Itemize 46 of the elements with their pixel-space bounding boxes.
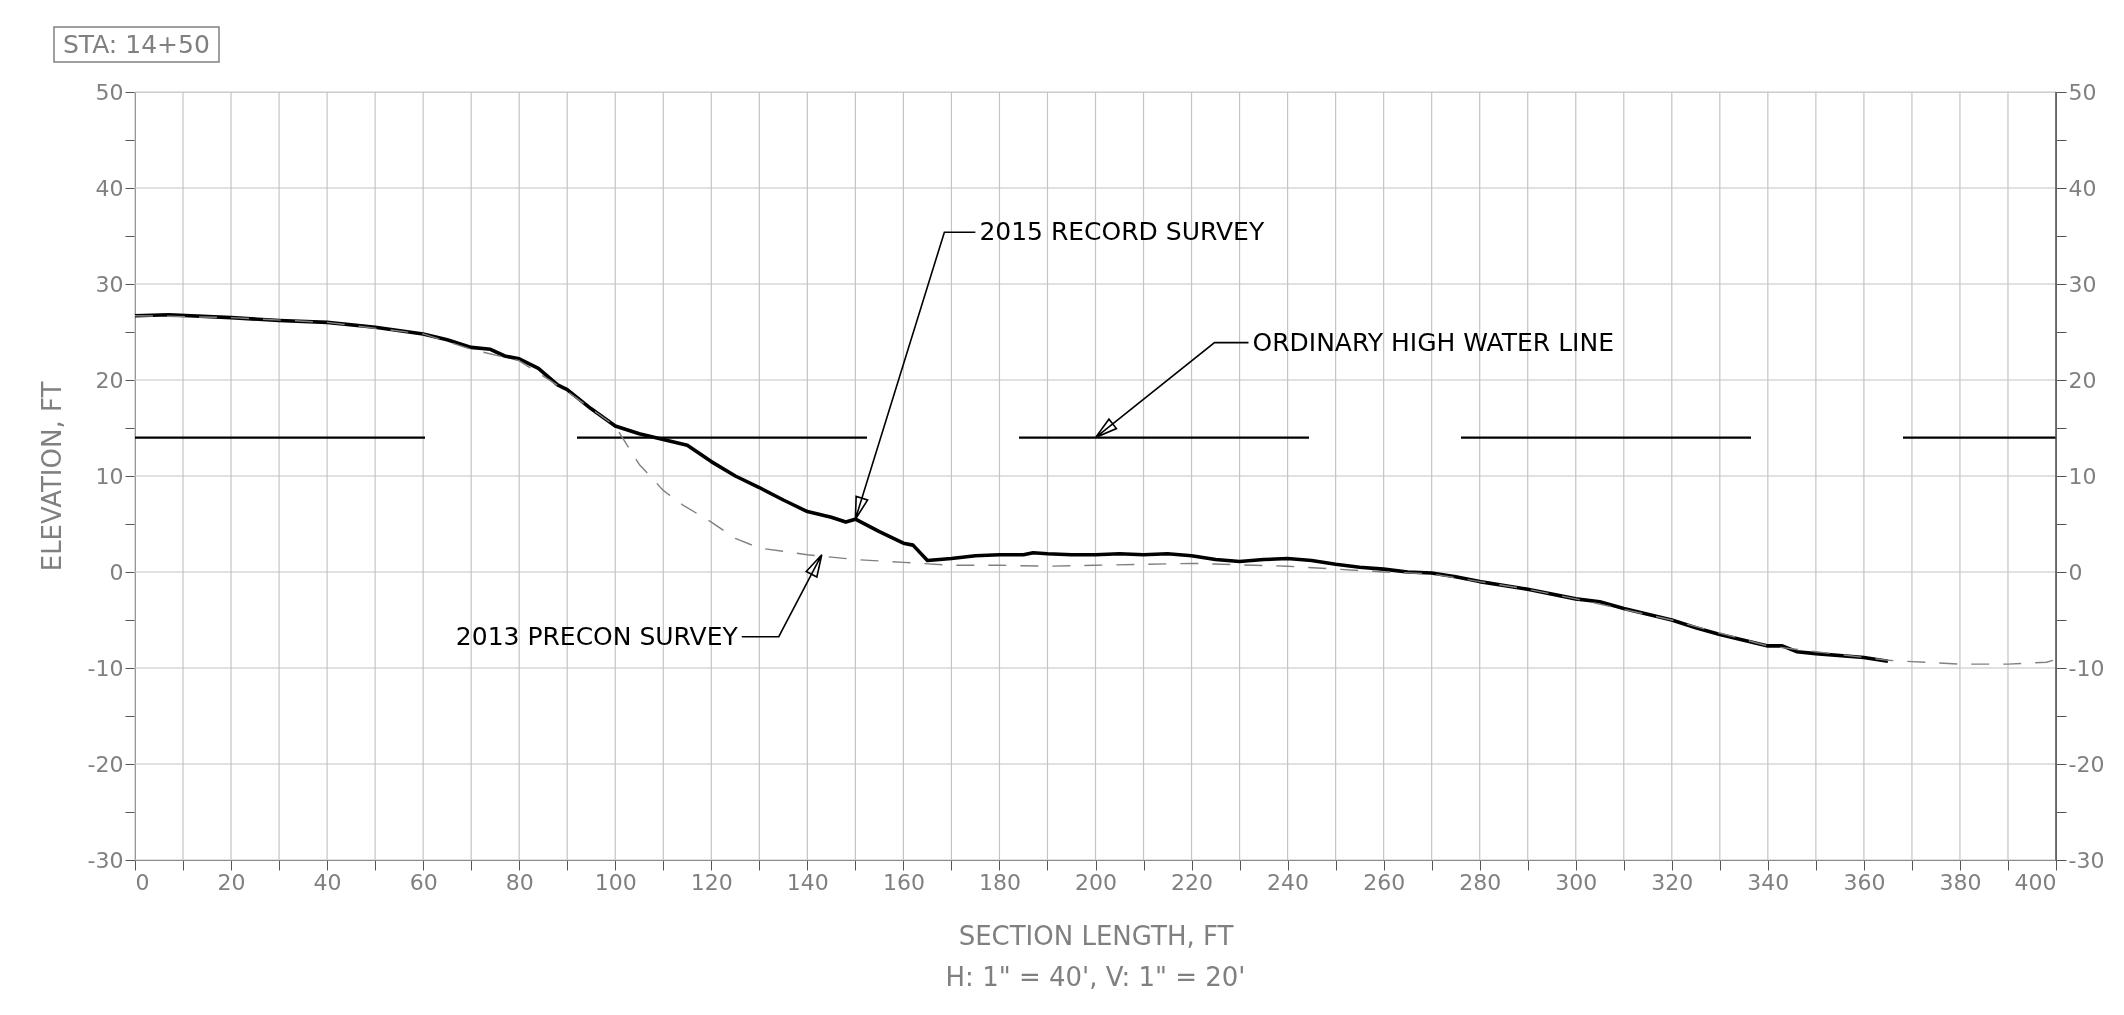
y-axis-title: ELEVATION, FT	[36, 381, 67, 572]
x-tick-label: 220	[1171, 869, 1214, 895]
y-tick-label: -20	[87, 751, 124, 777]
x-tick-label: 380	[1939, 869, 1982, 895]
y2-tick-label: 0	[2068, 559, 2083, 585]
x-tick-label: 280	[1459, 869, 1502, 895]
x-tick-label: 340	[1747, 869, 1790, 895]
y-tick-label: 30	[95, 271, 124, 297]
x-tick-label: 320	[1651, 869, 1694, 895]
x-tick-label: 160	[882, 869, 925, 895]
y2-tick-label: 50	[2068, 79, 2097, 105]
y2-tick-label: -20	[2068, 751, 2105, 777]
x-tick-label: 120	[690, 869, 733, 895]
y2-tick-label: -10	[2068, 655, 2105, 681]
y-tick-label: 50	[95, 79, 124, 105]
x-tick-label: 20	[217, 869, 246, 895]
chart-title: STA: 14+50	[63, 30, 210, 59]
x-tick-label: 180	[978, 869, 1021, 895]
y-tick-label: -10	[87, 655, 124, 681]
y-tick-label: 40	[95, 175, 124, 201]
y2-tick-label: 20	[2068, 367, 2097, 393]
annotation: 2013 PRECON SURVEY	[455, 621, 739, 651]
y-tick-label: 0	[109, 559, 124, 585]
x-tick-label: 0	[135, 869, 150, 895]
x-tick-label: 200	[1075, 869, 1117, 895]
x-tick-label: 40	[313, 869, 342, 895]
y2-tick-label: -30	[2068, 847, 2105, 873]
y-tick-label: -30	[87, 847, 124, 873]
x-tick-label: 260	[1363, 869, 1406, 895]
x-tick-label: 80	[505, 869, 534, 895]
x-tick-label: 240	[1267, 869, 1310, 895]
x-tick-label: 100	[594, 869, 637, 895]
x-tick-label: 360	[1843, 869, 1886, 895]
y2-tick-label: 30	[2068, 271, 2097, 297]
x-tick-label: 60	[409, 869, 438, 895]
text: H: 1" = 40', V: 1" = 20'	[945, 962, 1246, 992]
y-tick-label: 10	[95, 463, 124, 489]
ref-line-label: ORDINARY HIGH WATER LINE	[1252, 327, 1614, 357]
x-tick-label: 400	[2014, 869, 2057, 895]
annotation: 2015 RECORD SURVEY	[979, 217, 1265, 247]
x-tick-label: 300	[1555, 869, 1598, 895]
y-tick-label: 20	[95, 367, 124, 393]
x-tick-label: 140	[786, 869, 829, 895]
y2-tick-label: 10	[2068, 463, 2097, 489]
x-axis-title: SECTION LENGTH, FT	[958, 920, 1234, 951]
y2-tick-label: 40	[2068, 175, 2097, 201]
